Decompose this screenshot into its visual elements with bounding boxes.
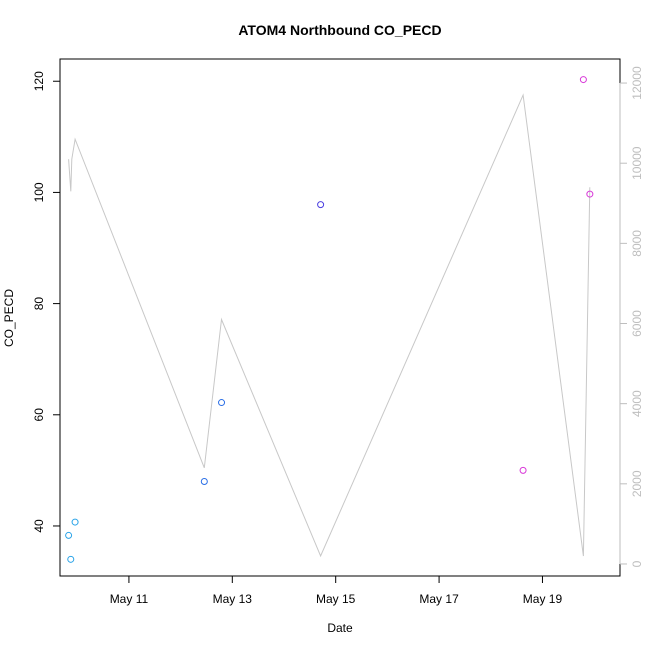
y2-tick-label: 0 <box>630 560 644 567</box>
scatter-point <box>579 76 587 84</box>
y2-tick-label: 10000 <box>630 146 644 180</box>
y2-tick-label: 4000 <box>630 390 644 417</box>
y-tick-label: 40 <box>32 519 46 533</box>
scatter-point <box>67 555 75 563</box>
y-axis-label: CO_PECD <box>2 289 16 347</box>
scatter-point <box>586 190 594 198</box>
scatter-points <box>65 76 594 563</box>
x-tick-label: May 15 <box>316 592 356 606</box>
scatter-point <box>65 531 73 539</box>
y2-tick-label: 2000 <box>630 470 644 497</box>
scatter-point <box>218 399 226 407</box>
plot-frame <box>59 58 621 577</box>
x-axis-label: Date <box>327 621 353 635</box>
scatter-point <box>519 466 527 474</box>
y-tick-label: 60 <box>32 408 46 422</box>
scatter-point <box>200 477 208 485</box>
y-tick-label: 80 <box>32 297 46 311</box>
y-axis-left: 40 60 80 100 120 <box>32 71 61 533</box>
x-tick-label: May 13 <box>213 592 253 606</box>
scatter-point <box>317 201 325 209</box>
line-series-path <box>68 93 591 558</box>
x-tick-label: May 11 <box>110 592 149 606</box>
chart-title: ATOM4 Northbound CO_PECD <box>238 22 441 38</box>
y2-tick-label: 8000 <box>630 230 644 257</box>
x-axis: May 11 May 13 May 15 May 17 May 19 <box>110 575 563 606</box>
y-tick-label: 100 <box>32 182 46 202</box>
y2-tick-label: 12000 <box>630 66 644 100</box>
y-axis-right: 0 2000 4000 6000 8000 10000 12000 <box>619 66 644 567</box>
line-series <box>68 93 591 558</box>
x-tick-label: May 17 <box>419 592 459 606</box>
y2-tick-label: 6000 <box>630 310 644 337</box>
y-tick-label: 120 <box>32 71 46 91</box>
scatter-point <box>71 518 79 526</box>
x-tick-label: May 19 <box>523 592 563 606</box>
